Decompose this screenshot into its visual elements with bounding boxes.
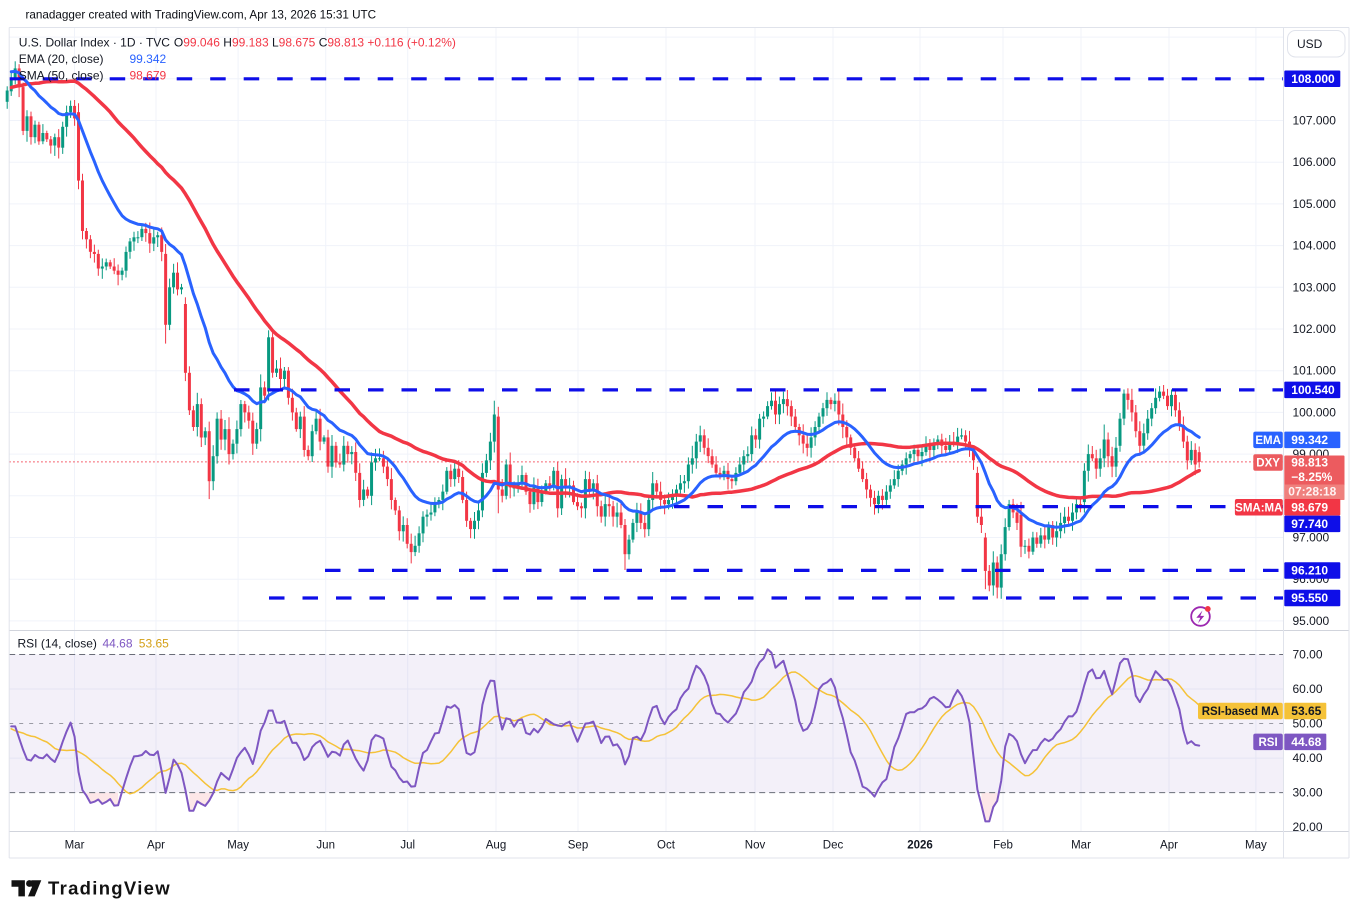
svg-text:Aug: Aug — [486, 840, 506, 852]
svg-text:96.210: 96.210 — [1291, 564, 1328, 578]
svg-text:100.000: 100.000 — [1293, 405, 1337, 419]
svg-text:40.00: 40.00 — [1293, 751, 1323, 765]
svg-text:Oct: Oct — [657, 840, 676, 852]
svg-text:Mar: Mar — [1071, 840, 1091, 852]
svg-text:95.550: 95.550 — [1291, 591, 1328, 605]
svg-text:Mar: Mar — [65, 840, 85, 852]
svg-text:Apr: Apr — [147, 840, 165, 852]
svg-text:60.00: 60.00 — [1293, 682, 1323, 696]
svg-text:97.000: 97.000 — [1293, 531, 1330, 545]
svg-text:99.342: 99.342 — [130, 52, 167, 66]
svg-text:70.00: 70.00 — [1293, 648, 1323, 662]
svg-text:100.540: 100.540 — [1291, 383, 1335, 397]
svg-text:99.342: 99.342 — [1291, 433, 1328, 447]
svg-text:Feb: Feb — [993, 840, 1013, 852]
svg-text:102.000: 102.000 — [1293, 322, 1337, 336]
svg-text:53.65: 53.65 — [139, 636, 169, 650]
svg-text:O99.046 H99.183 L98.675 C98: O99.046 H99.183 L98.675 C98.813 +0.116 (… — [174, 36, 456, 50]
svg-text:Jul: Jul — [400, 840, 415, 852]
svg-text:108.000: 108.000 — [1291, 72, 1335, 86]
svg-text:101.000: 101.000 — [1293, 364, 1337, 378]
svg-text:98.813: 98.813 — [1291, 456, 1328, 470]
svg-text:Sep: Sep — [568, 840, 588, 852]
svg-text:Apr: Apr — [1160, 840, 1178, 852]
svg-text:103.000: 103.000 — [1293, 280, 1337, 294]
svg-text:RSI (14, close): RSI (14, close) — [18, 636, 97, 650]
svg-text:98.679: 98.679 — [1291, 501, 1328, 515]
svg-text:U.S. Dollar Index · 1D · TVC: U.S. Dollar Index · 1D · TVC — [19, 36, 170, 50]
svg-text:Jun: Jun — [316, 840, 335, 852]
svg-text:SMA:MA: SMA:MA — [1235, 503, 1282, 515]
svg-text:EMA (20, close): EMA (20, close) — [19, 52, 104, 66]
svg-text:97.740: 97.740 — [1291, 517, 1328, 531]
svg-text:USD: USD — [1297, 37, 1323, 51]
svg-text:DXY: DXY — [1256, 458, 1280, 470]
svg-text:ranadagger created with Tradin: ranadagger created with TradingView.com,… — [26, 9, 377, 22]
svg-text:May: May — [1245, 840, 1267, 852]
svg-text:44.68: 44.68 — [103, 636, 133, 650]
svg-text:07:28:18: 07:28:18 — [1288, 485, 1336, 499]
svg-text:53.65: 53.65 — [1291, 704, 1321, 718]
svg-text:95.000: 95.000 — [1293, 614, 1330, 628]
svg-text:106.000: 106.000 — [1293, 155, 1337, 169]
svg-text:SMA (50, close): SMA (50, close) — [19, 68, 104, 82]
svg-text:EMA: EMA — [1255, 435, 1281, 447]
svg-text:107.000: 107.000 — [1293, 114, 1337, 128]
svg-text:50.00: 50.00 — [1293, 717, 1323, 731]
svg-text:20.00: 20.00 — [1293, 820, 1323, 834]
svg-text:RSI-based MA: RSI-based MA — [1202, 706, 1279, 718]
svg-text:105.000: 105.000 — [1293, 197, 1337, 211]
svg-text:TradingView: TradingView — [48, 878, 171, 899]
svg-text:−8.25%: −8.25% — [1291, 470, 1332, 484]
svg-text:98.679: 98.679 — [130, 68, 167, 82]
svg-text:Nov: Nov — [745, 840, 766, 852]
svg-text:Dec: Dec — [823, 840, 844, 852]
svg-text:44.68: 44.68 — [1291, 735, 1321, 749]
svg-text:30.00: 30.00 — [1293, 786, 1323, 800]
svg-text:RSI: RSI — [1259, 737, 1278, 749]
svg-text:2026: 2026 — [907, 840, 933, 852]
svg-text:104.000: 104.000 — [1293, 239, 1337, 253]
svg-text:May: May — [227, 840, 249, 852]
